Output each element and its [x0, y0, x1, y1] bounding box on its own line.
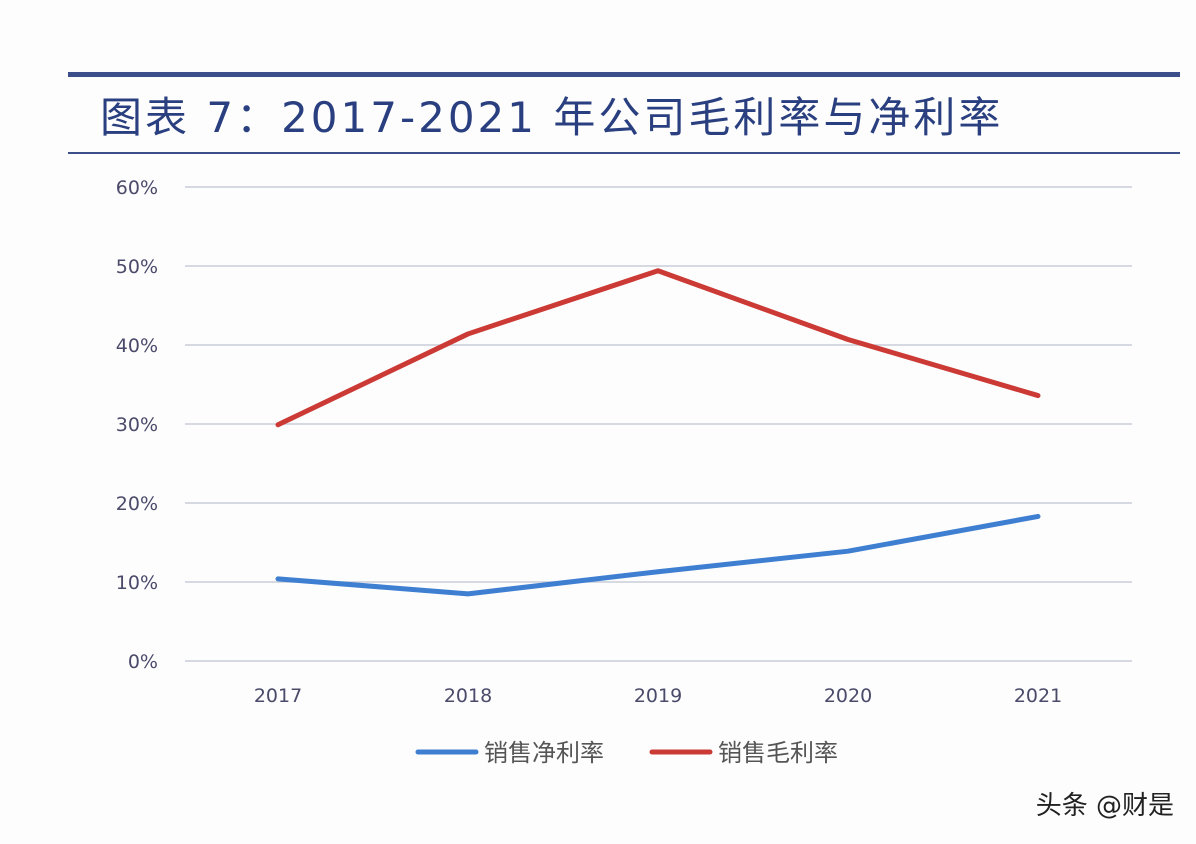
y-tick-label: 0% [128, 651, 158, 673]
y-tick-label: 20% [116, 493, 158, 515]
y-tick-label: 60% [116, 177, 158, 199]
legend-label: 销售净利率 [484, 739, 604, 767]
series-line-2 [275, 268, 1041, 428]
x-tick-label: 2017 [254, 685, 302, 707]
x-tick-label: 2018 [444, 685, 492, 707]
y-tick-label: 50% [116, 256, 158, 278]
legend-label: 销售毛利率 [718, 739, 838, 767]
y-tick-label: 30% [116, 414, 158, 436]
watermark-text: 头条 @财是 [1035, 791, 1174, 821]
x-tick-label: 2019 [634, 685, 682, 707]
x-tick-label: 2021 [1014, 685, 1062, 707]
title-bottom-rule [68, 152, 1180, 154]
x-tick-label: 2020 [824, 685, 872, 707]
y-tick-label: 40% [116, 335, 158, 357]
chart-title: 图表 7：2017-2021 年公司毛利率与净利率 [100, 93, 1004, 142]
y-tick-label: 10% [116, 572, 158, 594]
title-top-rule [68, 72, 1180, 77]
